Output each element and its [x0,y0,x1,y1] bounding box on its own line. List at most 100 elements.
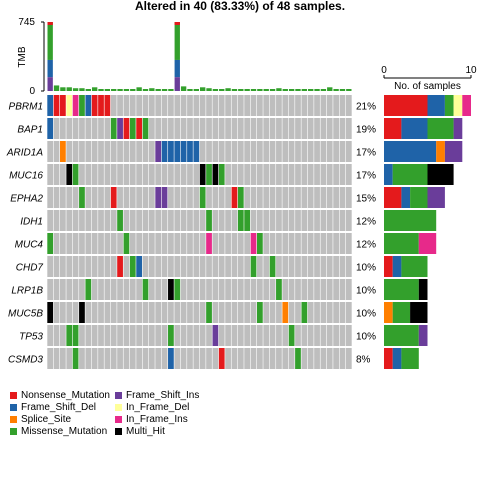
empty-cell [85,187,92,208]
mutation-cell [66,95,73,116]
empty-cell [148,141,155,162]
empty-cell [148,164,155,185]
empty-cell [72,233,79,254]
empty-cell [193,95,200,116]
tmb-bar [79,88,85,91]
mutation-cell [168,279,174,300]
empty-cell [85,141,92,162]
empty-cell [85,302,92,323]
empty-cell [161,279,168,300]
empty-cell [117,164,123,185]
empty-cell [218,279,225,300]
empty-cell [79,141,85,162]
empty-cell [345,95,352,116]
tmb-bar [206,88,212,91]
legend-label: Missense_Mutation [21,426,108,437]
empty-cell [231,325,238,346]
empty-cell [218,210,225,231]
empty-cell [110,164,117,185]
empty-cell [333,279,339,300]
empty-cell [85,325,92,346]
empty-cell [225,348,231,369]
empty-cell [72,187,79,208]
empty-cell [307,164,314,185]
gene-percent: 10% [356,332,376,343]
tmb-bar [180,86,187,91]
mutation-cell [212,164,219,185]
empty-cell [295,164,301,185]
empty-cell [174,164,181,185]
empty-cell [193,118,200,139]
empty-cell [91,233,98,254]
legend-item: Frame_Shift_Ins [115,390,199,401]
empty-cell [123,348,130,369]
empty-cell [282,141,289,162]
gene-label: IDH1 [20,217,43,228]
empty-cell [282,233,289,254]
mutation-cell [110,118,117,139]
mutation-cell [98,95,104,116]
empty-cell [110,256,117,277]
empty-cell [301,210,308,231]
empty-cell [256,118,263,139]
tmb-bar [320,89,327,91]
mutation-cell [218,164,225,185]
empty-cell [269,187,276,208]
tmb-bar [174,22,180,60]
empty-cell [237,164,244,185]
empty-cell [53,233,60,254]
empty-cell [276,302,282,323]
empty-cell [98,233,104,254]
empty-cell [180,325,187,346]
empty-cell [187,164,193,185]
empty-cell [155,348,162,369]
empty-cell [345,187,352,208]
tmb-bar [136,87,142,91]
empty-cell [301,141,308,162]
gene-count-bar [384,164,393,185]
mutation-cell [206,210,212,231]
empty-cell [104,141,111,162]
empty-cell [85,256,92,277]
empty-cell [148,348,155,369]
mutation-cell [47,118,54,139]
empty-cell [295,187,301,208]
empty-cell [168,187,174,208]
mutation-cell [136,256,143,277]
empty-cell [288,302,295,323]
empty-cell [199,279,206,300]
empty-cell [256,348,263,369]
empty-cell [231,233,238,254]
empty-cell [129,95,136,116]
empty-cell [269,95,276,116]
gene-count-bar [392,164,428,185]
empty-cell [218,233,225,254]
empty-cell [161,233,168,254]
empty-cell [85,118,92,139]
empty-cell [307,279,314,300]
mutation-cell [60,141,66,162]
empty-cell [123,95,130,116]
empty-cell [237,141,244,162]
empty-cell [79,164,85,185]
legend-item: Splice_Site [10,414,71,425]
empty-cell [288,256,295,277]
tmb-bar [47,22,53,60]
gene-label: BAP1 [17,125,43,136]
empty-cell [161,325,168,346]
empty-cell [263,210,270,231]
empty-cell [339,233,346,254]
empty-cell [168,233,174,254]
empty-cell [307,325,314,346]
empty-cell [180,233,187,254]
empty-cell [187,348,193,369]
empty-cell [339,210,346,231]
empty-cell [282,325,289,346]
empty-cell [244,164,251,185]
empty-cell [225,210,231,231]
empty-cell [187,256,193,277]
empty-cell [225,279,231,300]
empty-cell [263,325,270,346]
gene-count-bar [384,187,402,208]
mutation-cell [174,141,181,162]
